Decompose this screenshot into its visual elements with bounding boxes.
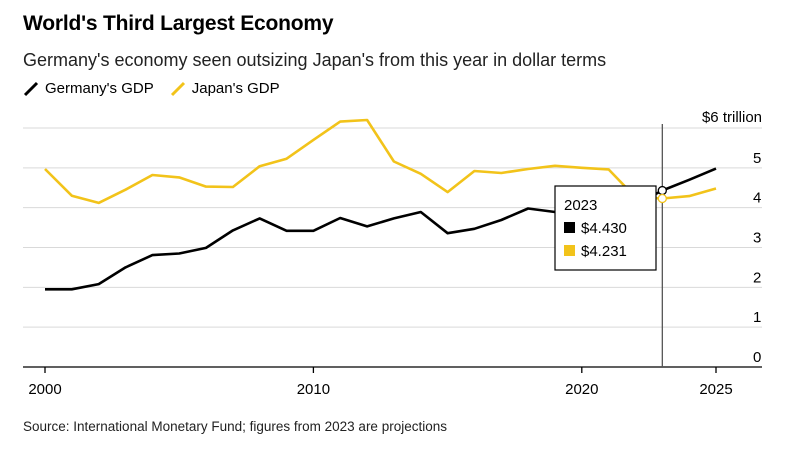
legend-label-japan: Japan's GDP — [191, 80, 280, 97]
x-tick-label-2025: 2025 — [699, 381, 732, 398]
legend-swatch-japan — [170, 81, 185, 96]
highlight-point-japan — [657, 193, 667, 204]
highlight-point-germany — [657, 185, 667, 196]
y-tick-label-3: 3 — [753, 230, 761, 247]
legend-label-germany: Germany's GDP — [45, 80, 154, 97]
tooltip-swatch-japan — [564, 245, 575, 256]
legend-swatch-germany — [23, 81, 39, 96]
x-tick-label-2000: 2000 — [28, 381, 61, 398]
chart-subtitle: Germany's economy seen outsizing Japan's… — [23, 50, 607, 70]
legend-swatch-japan-line — [170, 81, 185, 96]
source-note: Source: International Monetary Fund; fig… — [23, 419, 447, 434]
legend-item-japan: Japan's GDP — [170, 80, 280, 97]
y-tick-label-4: 4 — [753, 190, 761, 207]
tooltip-value-germany: $4.430 — [581, 220, 627, 237]
y-unit-label: $6 trillion — [702, 109, 762, 126]
x-tick-label-2020: 2020 — [565, 381, 598, 398]
y-tick-label-1: 1 — [753, 309, 761, 326]
tooltip-year: 2023 — [564, 197, 597, 214]
chart-title: World's Third Largest Economy — [23, 12, 334, 35]
legend-swatch-germany-line — [23, 81, 39, 96]
legend: Germany's GDP Japan's GDP — [23, 80, 296, 97]
y-tick-label-0: 0 — [753, 349, 761, 366]
tooltip-swatch-germany — [564, 222, 575, 233]
legend-item-germany: Germany's GDP — [23, 80, 154, 97]
y-tick-label-2: 2 — [753, 269, 761, 286]
x-tick-label-2010: 2010 — [297, 381, 330, 398]
y-tick-label-5: 5 — [753, 150, 761, 167]
tooltip-value-japan: $4.231 — [581, 243, 627, 260]
series-line-japan — [44, 118, 717, 205]
